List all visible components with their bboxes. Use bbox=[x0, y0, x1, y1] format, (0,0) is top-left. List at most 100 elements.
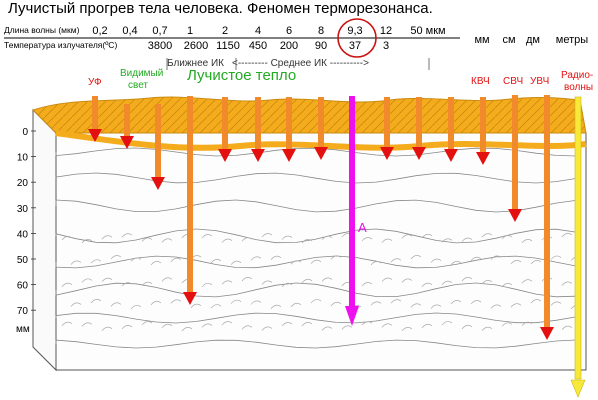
temperature-value: 3800 bbox=[148, 40, 172, 52]
tissue-cell-mark bbox=[450, 300, 462, 305]
tissue-cell-mark bbox=[61, 321, 73, 326]
penetration-arrow-head bbox=[444, 149, 458, 162]
tissue-cell-mark bbox=[330, 301, 342, 307]
penetration-arrow-head bbox=[251, 149, 265, 162]
tissue-cell-mark bbox=[461, 237, 473, 242]
wavelength-value: 2 bbox=[222, 25, 228, 37]
temperature-value: 200 bbox=[280, 40, 298, 52]
resonance-arrow-shaft bbox=[349, 96, 355, 306]
radio-waves-label: Радио-волны bbox=[561, 70, 593, 93]
tissue-cell-mark bbox=[241, 237, 253, 242]
tissue-cell-mark bbox=[450, 260, 462, 266]
tissue-cell-mark bbox=[281, 235, 293, 240]
mid-ir-band: <--------- Среднее ИК ----------> bbox=[232, 58, 369, 69]
wavelength-value: 9,3 bbox=[347, 25, 362, 37]
tissue-cell-mark bbox=[161, 277, 173, 282]
svch-label: СВЧ bbox=[503, 76, 523, 87]
tissue-cell-mark bbox=[441, 238, 453, 243]
tissue-cell-mark bbox=[410, 303, 422, 308]
tissue-cell-mark bbox=[561, 281, 573, 286]
penetration-arrow-shaft bbox=[544, 95, 550, 328]
tissue-cell-mark bbox=[221, 321, 233, 326]
tissue-cell-mark bbox=[310, 259, 322, 264]
tissue-cell-mark bbox=[250, 300, 262, 305]
tissue-layer-line bbox=[55, 255, 577, 269]
tissue-cell-mark bbox=[210, 304, 222, 309]
tissue-cell-mark bbox=[121, 325, 133, 330]
tissue-cell-mark bbox=[521, 279, 533, 284]
tissue-cell-mark bbox=[221, 280, 233, 285]
wave-unit: метры bbox=[556, 34, 588, 46]
penetration-arrow-head bbox=[540, 327, 554, 340]
penetration-arrow-head bbox=[508, 209, 522, 222]
tissue-cell-mark bbox=[370, 301, 382, 306]
tissue-cell-mark bbox=[61, 282, 73, 287]
skin-surface-layer bbox=[32, 96, 587, 134]
tissue-cell-mark bbox=[161, 323, 173, 329]
tissue-cell-mark bbox=[81, 239, 93, 244]
tissue-cell-mark bbox=[421, 233, 433, 239]
tissue-cell-mark bbox=[461, 277, 473, 282]
tissue-cell-mark bbox=[241, 325, 253, 330]
tissue-cell-mark bbox=[561, 325, 573, 330]
tissue-cell-mark bbox=[170, 299, 182, 304]
tissue-cell-mark bbox=[270, 304, 282, 309]
tissue-cell-mark bbox=[150, 300, 162, 306]
tissue-layer-lines bbox=[55, 147, 582, 349]
penetration-arrow-shaft bbox=[255, 97, 261, 150]
tissue-cell-mark bbox=[261, 233, 273, 238]
tissue-cell-mark bbox=[221, 238, 233, 243]
tissue-cell-mark bbox=[130, 304, 142, 310]
penetration-arrow-shaft bbox=[416, 97, 422, 148]
tissue-cell-mark bbox=[161, 238, 173, 243]
tissue-cell-mark bbox=[401, 234, 413, 239]
tissue-cell-mark bbox=[270, 255, 282, 260]
penetration-arrow-shaft bbox=[384, 97, 390, 148]
tissue-cell-mark bbox=[521, 321, 533, 326]
tissue-cell-mark bbox=[421, 282, 433, 288]
wavelength-value: 12 bbox=[380, 25, 392, 37]
tissue-layer-line bbox=[55, 228, 577, 244]
near-ir-band: Ближнее ИК bbox=[167, 58, 224, 69]
diagram-title: Лучистый прогрев тела человека. Феномен … bbox=[8, 0, 433, 17]
tissue-cell-mark bbox=[401, 327, 413, 332]
tissue-cell-mark bbox=[301, 239, 313, 244]
tissue-cell-mark bbox=[390, 258, 402, 263]
tissue-cell-mark bbox=[361, 321, 373, 326]
temperature-value: 450 bbox=[249, 40, 267, 52]
tissue-cell-mark bbox=[510, 259, 522, 265]
tissue-cell-mark bbox=[141, 321, 153, 326]
tissue-cell-mark bbox=[361, 237, 373, 242]
tissue-cell-mark bbox=[530, 299, 542, 304]
tissue-cell-mark bbox=[310, 299, 322, 304]
tissue-cell-mark bbox=[170, 257, 182, 263]
tissue-cell-mark bbox=[230, 260, 242, 265]
depth-tick-label: 50 bbox=[17, 255, 29, 266]
tissue-cell-mark bbox=[490, 255, 502, 260]
tissue-cell-mark bbox=[90, 259, 102, 264]
penetration-arrow-head bbox=[120, 136, 134, 149]
penetration-arrow-head bbox=[218, 149, 232, 162]
tissue-cell-mark bbox=[121, 233, 133, 238]
penetration-arrow-head bbox=[88, 129, 102, 142]
penetration-arrow-shaft bbox=[286, 97, 292, 150]
tissue-cell-mark bbox=[481, 233, 493, 238]
tissue-cell-mark bbox=[381, 323, 393, 328]
resonance-circle bbox=[337, 18, 377, 58]
tissue-cell-mark bbox=[101, 326, 113, 331]
tissue-cell-mark bbox=[430, 258, 442, 263]
tissue-cell-mark bbox=[301, 278, 313, 284]
tissue-cell-mark bbox=[321, 326, 333, 331]
penetration-arrow-shaft bbox=[480, 97, 486, 153]
tissue-cell-mark bbox=[321, 235, 333, 240]
penetration-arrow-shaft bbox=[124, 104, 130, 137]
wavelength-value: 6 bbox=[286, 25, 292, 37]
wave-unit: см bbox=[502, 34, 515, 46]
tissue-cell-mark bbox=[141, 281, 153, 286]
penetration-arrow-head bbox=[380, 147, 394, 160]
penetration-arrow-shaft bbox=[222, 97, 228, 150]
tissue-cell-mark bbox=[390, 299, 402, 304]
tissue-cell-mark bbox=[201, 234, 213, 239]
tissue-cell-mark bbox=[281, 322, 293, 327]
tissue-cell-mark bbox=[210, 259, 222, 264]
